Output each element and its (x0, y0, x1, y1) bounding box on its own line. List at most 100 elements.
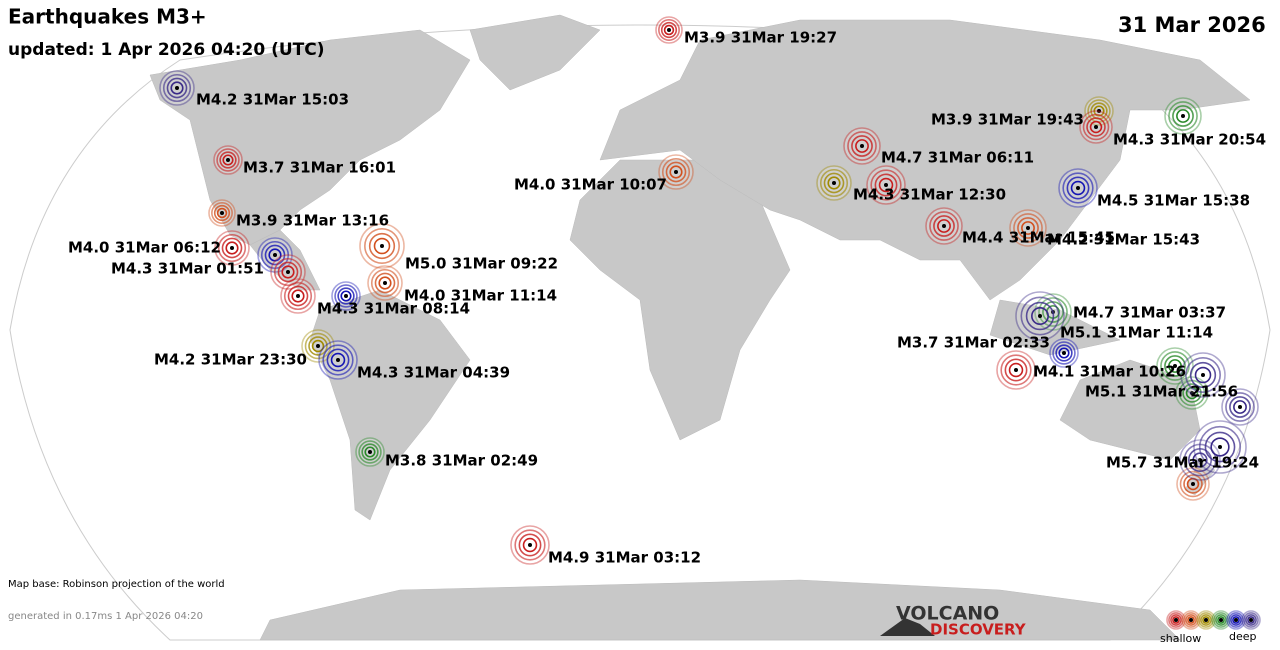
ring (364, 228, 400, 264)
ring (322, 344, 354, 376)
quake-label: M4.0 31Mar 10:07 (514, 176, 667, 194)
quake-marker (1058, 168, 1098, 208)
ring (851, 135, 873, 157)
center (1201, 373, 1205, 377)
ring (1070, 180, 1086, 196)
ring (268, 248, 282, 262)
quake-marker (367, 265, 403, 301)
ring (1225, 392, 1255, 422)
ring (1233, 400, 1247, 414)
ring (374, 272, 396, 294)
ring (1168, 612, 1184, 628)
ring (326, 348, 350, 372)
quake-label: M3.9 31Mar 19:27 (684, 29, 837, 47)
center (1218, 445, 1222, 449)
ring (264, 244, 286, 266)
ring (1183, 474, 1203, 494)
depth-legend (1166, 610, 1261, 630)
logo-bottom: DISCOVERY (930, 621, 1027, 639)
ring (669, 165, 683, 179)
quake-marker (816, 165, 852, 201)
quake-marker (925, 207, 963, 245)
ring (308, 336, 328, 356)
center (1173, 364, 1177, 368)
ring (663, 24, 675, 36)
ring (211, 202, 233, 224)
center (383, 281, 387, 285)
ring (1189, 361, 1217, 389)
ring (1013, 213, 1043, 243)
ring (514, 529, 546, 561)
quake-marker (996, 350, 1036, 390)
center (286, 270, 290, 274)
center (832, 181, 836, 185)
center (344, 294, 348, 298)
ring (1164, 355, 1186, 377)
ring (1232, 616, 1240, 624)
ring (1185, 614, 1197, 626)
quake-marker (1009, 209, 1047, 247)
ring (222, 154, 234, 166)
quake-marker (214, 230, 250, 266)
quake-marker (359, 223, 405, 269)
ring (1204, 431, 1236, 463)
quake-marker (1226, 610, 1246, 630)
ring (819, 168, 849, 198)
center (296, 294, 300, 298)
logo-icon (880, 618, 935, 636)
ring (162, 73, 192, 103)
ring (340, 290, 352, 302)
center (1014, 368, 1018, 372)
quake-label: M3.7 31Mar 16:01 (243, 159, 396, 177)
quake-marker (866, 165, 906, 205)
quake-label: M4.5 31Mar 15:38 (1097, 192, 1250, 210)
greenland (469, 14, 601, 91)
eurasia (599, 19, 1251, 301)
quake-marker (208, 199, 236, 227)
quake-marker (843, 127, 881, 165)
map-base-note: Map base: Robinson projection of the wor… (8, 579, 225, 590)
legend-deep: deep (1229, 630, 1257, 643)
ring (1210, 437, 1230, 457)
quake-label: M4.3 31Mar 12:30 (853, 186, 1006, 204)
center (1189, 618, 1193, 622)
ring (1198, 612, 1214, 628)
ring (847, 131, 877, 161)
date: 31 Mar 2026 (1118, 13, 1266, 37)
quakes: M3.9 31Mar 19:27 M4.2 31Mar 15:03 M3.7 31M… (68, 16, 1266, 567)
ring (1000, 354, 1032, 386)
quake-marker (1164, 97, 1202, 135)
australia (1059, 359, 1201, 461)
ring (378, 276, 392, 290)
ring (1066, 176, 1090, 200)
ring (1185, 357, 1221, 393)
ring (1170, 614, 1182, 626)
quake-marker (280, 278, 316, 314)
ring (874, 173, 898, 197)
quake-marker (1166, 610, 1186, 630)
center (1062, 351, 1066, 355)
quake-label: M4.9 31Mar 03:12 (548, 549, 701, 567)
unlabeled-quakes (257, 97, 1259, 501)
ring (1089, 120, 1103, 134)
ring (1229, 396, 1251, 418)
ring (1202, 616, 1210, 624)
ring (370, 268, 400, 298)
ring (1200, 614, 1212, 626)
quake-marker (655, 16, 683, 44)
quake-marker (1181, 610, 1201, 630)
quake-label: M4.0 31Mar 11:14 (404, 287, 557, 305)
quake-label: M4.3 31Mar 20:54 (1113, 131, 1266, 149)
ring (870, 169, 902, 201)
legend-shallow: shallow (1160, 632, 1201, 645)
ring (330, 352, 346, 368)
center (175, 86, 179, 90)
center (380, 244, 384, 248)
ring (216, 207, 228, 219)
ring (661, 157, 691, 187)
quake-label: M3.9 31Mar 13:16 (236, 212, 389, 230)
quake-label: M5.0 31Mar 09:22 (405, 255, 558, 273)
ring (368, 232, 396, 260)
quake-label: M5.7 31Mar 19:24 (1106, 454, 1259, 472)
